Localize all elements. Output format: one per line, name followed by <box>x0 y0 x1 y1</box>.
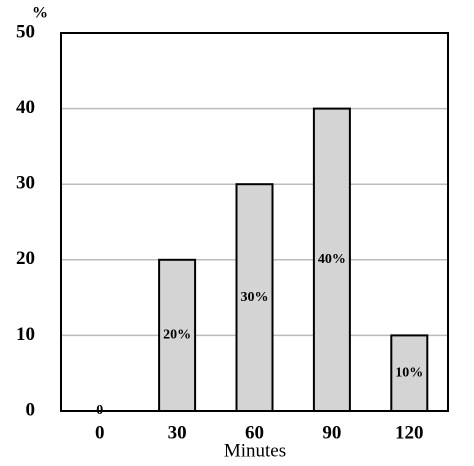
y-tick-label: 50 <box>16 21 35 42</box>
value-label: 20% <box>163 328 191 343</box>
value-label: 10% <box>395 365 423 380</box>
x-tick-label: 30 <box>168 422 187 443</box>
x-tick-label: 0 <box>95 422 105 443</box>
bar <box>390 334 429 412</box>
y-axis-label: % <box>32 5 48 22</box>
bar <box>312 107 351 412</box>
x-tick-label: 60 <box>245 422 264 443</box>
value-label: 40% <box>318 252 346 267</box>
bar <box>158 258 197 412</box>
value-label: 30% <box>241 290 269 305</box>
bar <box>235 183 274 412</box>
y-tick-label: 0 <box>26 399 36 420</box>
x-tick-label: 90 <box>322 422 341 443</box>
y-tick-label: 10 <box>16 324 35 345</box>
y-tick-label: 40 <box>16 97 35 118</box>
x-axis-label: Minutes <box>224 440 286 461</box>
y-tick-label: 30 <box>16 173 35 194</box>
plot-frame <box>60 32 449 412</box>
y-tick-label: 20 <box>16 248 35 269</box>
x-tick-label: 120 <box>395 422 424 443</box>
